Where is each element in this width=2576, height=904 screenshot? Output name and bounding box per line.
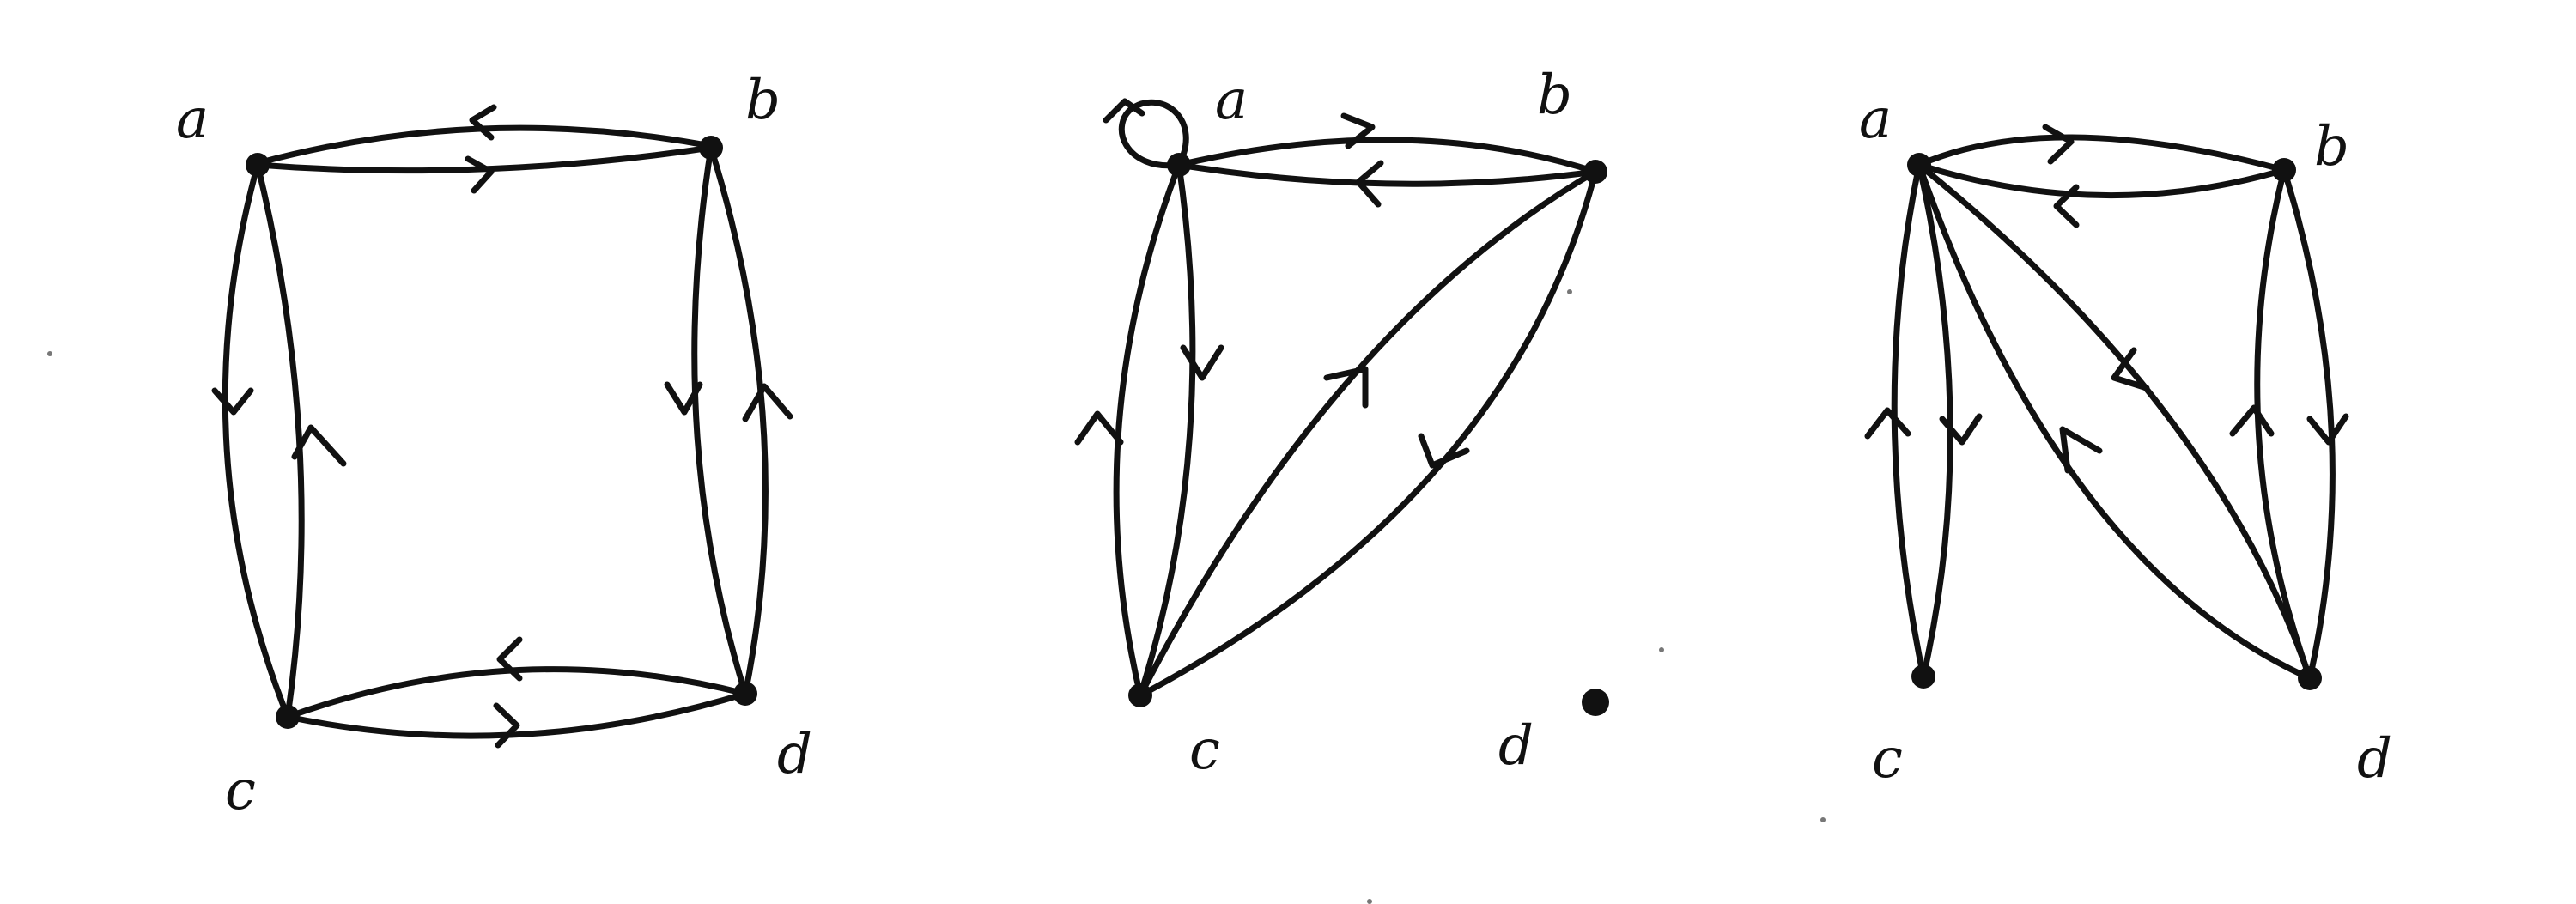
arrowhead bbox=[1180, 344, 1224, 381]
node-c bbox=[1911, 664, 1935, 689]
edge-a-c bbox=[1137, 161, 1196, 699]
arrowhead bbox=[1418, 433, 1470, 469]
graph-3: a b c d bbox=[1859, 88, 2392, 791]
edge-b-d bbox=[708, 144, 769, 697]
node-label-c: c bbox=[225, 759, 256, 822]
arrowhead bbox=[2306, 413, 2349, 446]
speck bbox=[1567, 289, 1572, 294]
edge-c-d bbox=[284, 690, 749, 739]
edge-d-b bbox=[2254, 167, 2313, 682]
arrowhead bbox=[2053, 184, 2080, 228]
arrowhead bbox=[664, 381, 703, 416]
graph-1: a b c d bbox=[176, 69, 812, 822]
speck bbox=[1659, 647, 1664, 652]
edge-a-b bbox=[1176, 137, 1599, 175]
speck bbox=[47, 351, 52, 356]
arrowhead bbox=[1103, 98, 1145, 124]
graph-2: a b c d bbox=[1074, 64, 1609, 782]
speck bbox=[1367, 899, 1372, 904]
node-label-a: a bbox=[176, 88, 209, 151]
arrowhead bbox=[742, 383, 793, 422]
edge-d-a bbox=[1916, 161, 2313, 682]
edge-d-b bbox=[691, 144, 749, 697]
edge-b-d bbox=[2281, 167, 2336, 682]
arrowhead bbox=[2229, 404, 2275, 437]
node-a bbox=[1167, 153, 1191, 177]
arrowhead bbox=[1355, 160, 1384, 208]
edge-a-c bbox=[222, 161, 291, 720]
arrowhead bbox=[2111, 347, 2150, 391]
node-label-b: b bbox=[1537, 64, 1572, 127]
node-label-d: d bbox=[2357, 727, 2392, 791]
edge-d-c bbox=[284, 666, 749, 720]
node-label-b: b bbox=[2314, 115, 2349, 179]
arrowhead bbox=[1074, 410, 1124, 446]
node-d bbox=[733, 682, 757, 706]
arrowhead bbox=[211, 387, 254, 416]
node-b bbox=[699, 136, 723, 160]
node-a bbox=[1907, 153, 1931, 177]
edge-b-c bbox=[1137, 168, 1599, 699]
node-label-c: c bbox=[1189, 719, 1220, 782]
arrowhead bbox=[2042, 124, 2075, 165]
edge-b-a bbox=[1916, 161, 2287, 199]
arrowhead bbox=[496, 636, 523, 682]
arrowhead bbox=[465, 155, 495, 194]
arrowhead bbox=[2059, 426, 2103, 474]
arrowhead bbox=[1864, 407, 1911, 440]
edge-c-b bbox=[1137, 168, 1599, 699]
edge-a-b bbox=[1916, 134, 2287, 173]
arrowhead bbox=[1939, 413, 1983, 446]
edge-c-a bbox=[254, 161, 305, 720]
edge-c-a bbox=[1113, 161, 1182, 699]
node-c bbox=[1128, 683, 1152, 707]
node-b bbox=[1583, 160, 1607, 184]
edge-b-a bbox=[1176, 161, 1599, 187]
node-label-c: c bbox=[1872, 727, 1903, 791]
node-label-b: b bbox=[745, 69, 781, 132]
arrowhead bbox=[1323, 366, 1369, 409]
node-b bbox=[2272, 158, 2296, 182]
arrowhead bbox=[291, 424, 347, 467]
node-c bbox=[276, 705, 300, 729]
node-label-d: d bbox=[1498, 714, 1534, 778]
arrowhead bbox=[469, 104, 497, 141]
node-label-d: d bbox=[777, 723, 812, 786]
node-label-a: a bbox=[1215, 69, 1248, 132]
node-d bbox=[2298, 666, 2322, 690]
node-a bbox=[246, 153, 270, 177]
arrowhead bbox=[1340, 112, 1376, 149]
node-d bbox=[1582, 689, 1609, 716]
node-label-a: a bbox=[1859, 88, 1892, 151]
speck bbox=[1820, 817, 1826, 822]
edge-a-d bbox=[1916, 161, 2313, 682]
arrowhead bbox=[493, 702, 520, 749]
